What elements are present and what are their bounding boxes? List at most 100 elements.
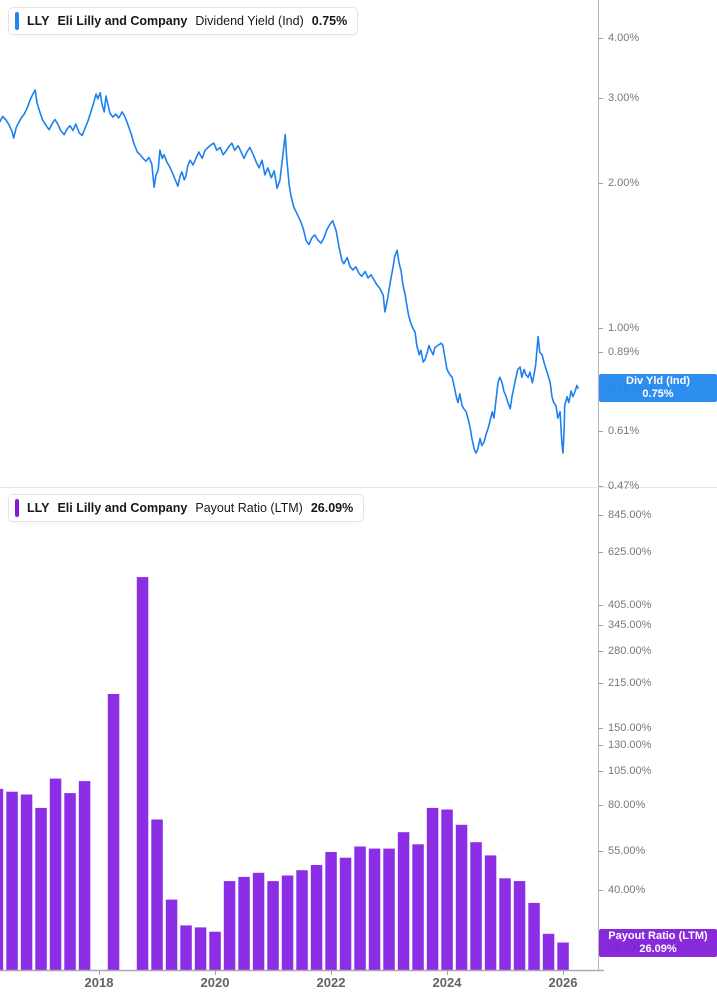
badge-metric-label: Div Yld (Ind) (626, 375, 690, 387)
axis-tick-mark (598, 683, 603, 684)
payout-bar[interactable] (542, 933, 555, 970)
payout-bar[interactable] (354, 846, 366, 971)
axis-tick-mark (598, 605, 603, 606)
axis-tick-mark (598, 38, 603, 39)
axis-tick-label: 150.00% (608, 722, 652, 734)
axis-tick-label: 845.00% (608, 509, 652, 521)
payout-ratio-axis-badge: Payout Ratio (LTM) 26.09% (599, 929, 717, 957)
axis-tick-mark (598, 851, 603, 852)
payout-bar[interactable] (136, 577, 149, 970)
x-axis-year-label: 2022 (316, 975, 346, 990)
axis-tick-mark (598, 328, 603, 329)
payout-bar[interactable] (6, 791, 18, 970)
payout-bar[interactable] (165, 899, 178, 970)
dividend-yield-plot-area[interactable] (0, 0, 598, 486)
axis-tick-label: 625.00% (608, 546, 652, 558)
axis-tick-mark (598, 431, 603, 432)
payout-bar[interactable] (35, 807, 47, 970)
x-axis-line (0, 970, 604, 971)
x-axis-tick-mark (215, 971, 216, 975)
payout-bar[interactable] (455, 824, 468, 970)
legend-value: 0.75% (311, 14, 348, 28)
payout-bar[interactable] (151, 819, 163, 971)
axis-tick-label: 0.61% (608, 425, 640, 437)
legend-value: 26.09% (310, 501, 354, 515)
axis-tick-mark (598, 771, 603, 772)
axis-tick-label: 4.00% (608, 32, 640, 44)
badge-value: 0.75% (642, 388, 674, 400)
axis-tick-label: 130.00% (608, 739, 652, 751)
legend-company: Eli Lilly and Company (57, 501, 188, 515)
payout-bar[interactable] (209, 931, 221, 970)
axis-tick-label: 40.00% (608, 884, 646, 896)
payout-ratio-plot-area[interactable] (0, 487, 604, 1005)
axis-tick-mark (598, 352, 603, 353)
axis-tick-label: 2.00% (608, 177, 640, 189)
payout-bar[interactable] (528, 902, 540, 970)
axis-tick-mark (598, 183, 603, 184)
x-axis-tick-mark (447, 971, 448, 975)
axis-tick-label: 1.00% (608, 322, 640, 334)
axis-tick-mark (598, 651, 603, 652)
x-axis-year-label: 2026 (548, 975, 578, 990)
payout-bar[interactable] (557, 942, 569, 971)
right-axis-line (598, 0, 599, 971)
payout-bar[interactable] (310, 865, 323, 970)
legend-dividend-yield[interactable]: LLY Eli Lilly and Company Dividend Yield… (8, 7, 359, 35)
x-axis-tick-mark (99, 971, 100, 975)
badge-metric-label: Payout Ratio (LTM) (608, 930, 708, 942)
legend-ticker: LLY (27, 501, 50, 515)
payout-bar[interactable] (397, 832, 410, 970)
dividend-yield-line[interactable] (0, 89, 579, 454)
payout-bar[interactable] (484, 855, 497, 970)
payout-bar[interactable] (470, 842, 482, 970)
legend-metric: Payout Ratio (LTM) (195, 501, 303, 515)
payout-bar[interactable] (513, 881, 526, 970)
panel-divider (0, 487, 717, 488)
axis-tick-label: 405.00% (608, 599, 652, 611)
axis-tick-mark (598, 728, 603, 729)
payout-bar[interactable] (223, 881, 236, 970)
x-axis-year-label: 2020 (200, 975, 230, 990)
payout-bar[interactable] (426, 807, 439, 970)
payout-bar[interactable] (281, 875, 294, 971)
axis-tick-mark (598, 552, 603, 553)
legend-ticker: LLY (27, 14, 50, 28)
legend-payout-ratio[interactable]: LLY Eli Lilly and Company Payout Ratio (… (8, 494, 365, 522)
payout-bar[interactable] (499, 878, 511, 970)
payout-bar[interactable] (441, 809, 453, 971)
payout-bar[interactable] (267, 881, 279, 970)
axis-tick-label: 80.00% (608, 799, 646, 811)
axis-tick-mark (598, 625, 603, 626)
payout-bar[interactable] (49, 778, 62, 970)
payout-bar[interactable] (412, 844, 424, 970)
payout-bar[interactable] (339, 857, 352, 970)
badge-value: 26.09% (639, 943, 677, 955)
payout-bar[interactable] (252, 872, 265, 970)
payout-bar[interactable] (325, 852, 337, 970)
x-axis-tick-mark (563, 971, 564, 975)
axis-tick-mark (598, 98, 603, 99)
x-axis-year-label: 2018 (84, 975, 114, 990)
x-axis-year-label: 2024 (432, 975, 462, 990)
payout-bar[interactable] (368, 848, 381, 970)
payout-bar[interactable] (20, 794, 33, 971)
payout-bar[interactable] (383, 848, 395, 970)
payout-bar[interactable] (107, 694, 120, 970)
payout-bar[interactable] (64, 793, 76, 970)
dividend-yield-axis-badge: Div Yld (Ind) 0.75% (599, 374, 717, 402)
payout-bar[interactable] (238, 876, 250, 970)
legend-metric: Dividend Yield (Ind) (195, 14, 304, 28)
legend-company: Eli Lilly and Company (57, 14, 188, 28)
payout-bar[interactable] (180, 925, 192, 970)
payout-bar[interactable] (296, 870, 308, 970)
payout-bar[interactable] (194, 927, 207, 970)
axis-tick-label: 0.89% (608, 346, 640, 358)
legend-accent-blue (15, 12, 19, 30)
axis-tick-label: 105.00% (608, 765, 652, 777)
payout-bar[interactable] (78, 781, 91, 970)
payout-bar[interactable] (0, 788, 4, 970)
axis-tick-label: 3.00% (608, 92, 640, 104)
axis-tick-label: 345.00% (608, 619, 652, 631)
